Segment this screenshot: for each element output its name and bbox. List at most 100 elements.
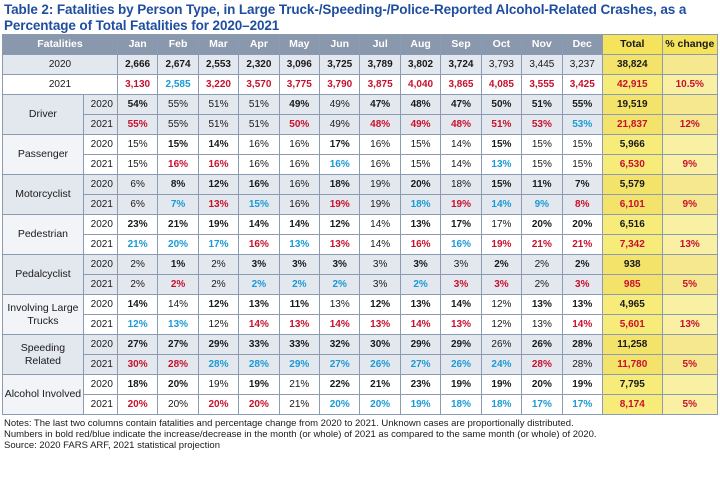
change-cell: 5% [661,354,719,375]
month-cell: 55% [157,114,199,135]
change-cell: 12% [661,114,719,135]
table-row: Pedalcyclist 2020 2% 1% 2% 3% 3% 3% 3% 3% 3% 2% 2% 2%… [2,254,719,295]
month-cell: 3% [480,274,523,295]
month-cell: 14% [561,314,603,335]
month-cell: 13% [521,314,563,335]
month-cell: 21% [116,234,159,255]
month-cell: 2% [116,274,159,295]
month-cell: 3% [561,274,603,295]
month-cell: 55% [157,94,199,115]
month-cell: 48% [399,94,442,115]
month-cell: 20% [561,214,603,235]
month-cell: 19% [359,174,401,195]
month-cell: 51% [238,94,280,115]
total-cell: 8,174 [601,394,663,415]
month-cell: 28% [157,354,199,375]
month-cell: 3,793 [480,54,523,75]
month-cell: 14% [116,294,159,315]
month-cell: 3,865 [440,74,482,95]
year-label: 2021 [82,114,118,135]
month-cell: 17% [480,214,523,235]
month-cell: 19% [440,194,482,215]
month-cell: 16% [278,154,321,175]
month-cell: 13% [278,234,321,255]
table-row: 2020 2,666 2,674 2,553 2,320 3,096 3,725 3,789 3… [2,54,719,75]
month-cell: 29% [278,354,321,375]
table-row: 2021 6% 7% 13% 15% 16% 19% 19% 18% 19% 14% 9% 8% 6,10… [3,194,719,215]
month-cell: 20% [319,394,361,415]
row-group-label: Alcohol Involved [2,374,84,415]
month-cell: 11% [521,174,563,195]
total-cell: 21,837 [601,114,663,135]
month-cell: 15% [480,174,523,195]
total-cell: 11,258 [601,334,663,355]
month-cell: 14% [278,214,321,235]
month-cell: 20% [238,394,280,415]
month-cell: 3,425 [561,74,603,95]
table-row: 2021 15% 16% 16% 16% 16% 16% 16% 15% 14% 13% 15% 15%… [3,154,719,175]
month-cell: 24% [480,354,523,375]
month-cell: 29% [399,334,442,355]
column-header: Nov [521,34,563,55]
month-cell: 12% [319,214,361,235]
month-cell: 8% [157,174,199,195]
month-cell: 19% [359,194,401,215]
month-cell: 51% [197,114,240,135]
month-cell: 49% [278,94,321,115]
year-label: 2020 [82,134,118,155]
month-cell: 21% [278,374,321,395]
column-header: Jun [319,34,361,55]
row-group-label: Passenger [2,134,84,175]
month-cell: 15% [521,154,563,175]
month-cell: 19% [480,374,523,395]
month-cell: 16% [278,194,321,215]
month-cell: 49% [399,114,442,135]
month-cell: 33% [278,334,321,355]
month-cell: 17% [561,394,603,415]
month-cell: 12% [197,314,240,335]
month-cell: 27% [157,334,199,355]
total-cell: 5,579 [601,174,663,195]
month-cell: 20% [157,394,199,415]
month-cell: 7% [561,174,603,195]
change-cell [661,174,719,195]
month-cell: 13% [319,294,361,315]
month-cell: 49% [319,94,361,115]
month-cell: 3,096 [278,54,321,75]
month-cell: 51% [521,94,563,115]
month-cell: 2% [197,254,240,275]
month-cell: 12% [116,314,159,335]
year-label: 2020 [82,374,118,395]
month-cell: 3% [359,254,401,275]
month-cell: 3,220 [197,74,240,95]
month-cell: 15% [157,134,199,155]
column-header: % change [661,34,719,55]
change-cell [661,54,719,75]
month-cell: 26% [440,354,482,375]
month-cell: 13% [197,194,240,215]
month-cell: 16% [197,154,240,175]
month-cell: 13% [157,314,199,335]
month-cell: 16% [238,174,280,195]
month-cell: 16% [399,234,442,255]
total-cell: 4,965 [601,294,663,315]
month-cell: 6% [116,174,159,195]
document: Table 2: Fatalities by Person Type, in L… [2,0,719,451]
month-cell: 15% [561,134,603,155]
year-label: 2020 [82,174,118,195]
month-cell: 16% [157,154,199,175]
year-label: 2021 [82,354,118,375]
month-cell: 18% [480,394,523,415]
month-cell: 2,666 [116,54,159,75]
month-cell: 18% [116,374,159,395]
column-header: Aug [399,34,442,55]
month-cell: 20% [157,374,199,395]
year-label: 2020 [82,94,118,115]
month-cell: 14% [440,294,482,315]
month-cell: 28% [561,334,603,355]
month-cell: 14% [197,134,240,155]
change-cell [661,254,719,275]
notes: Notes: The last two columns contain fata… [2,415,718,451]
month-cell: 3,445 [521,54,563,75]
total-cell: 6,516 [601,214,663,235]
